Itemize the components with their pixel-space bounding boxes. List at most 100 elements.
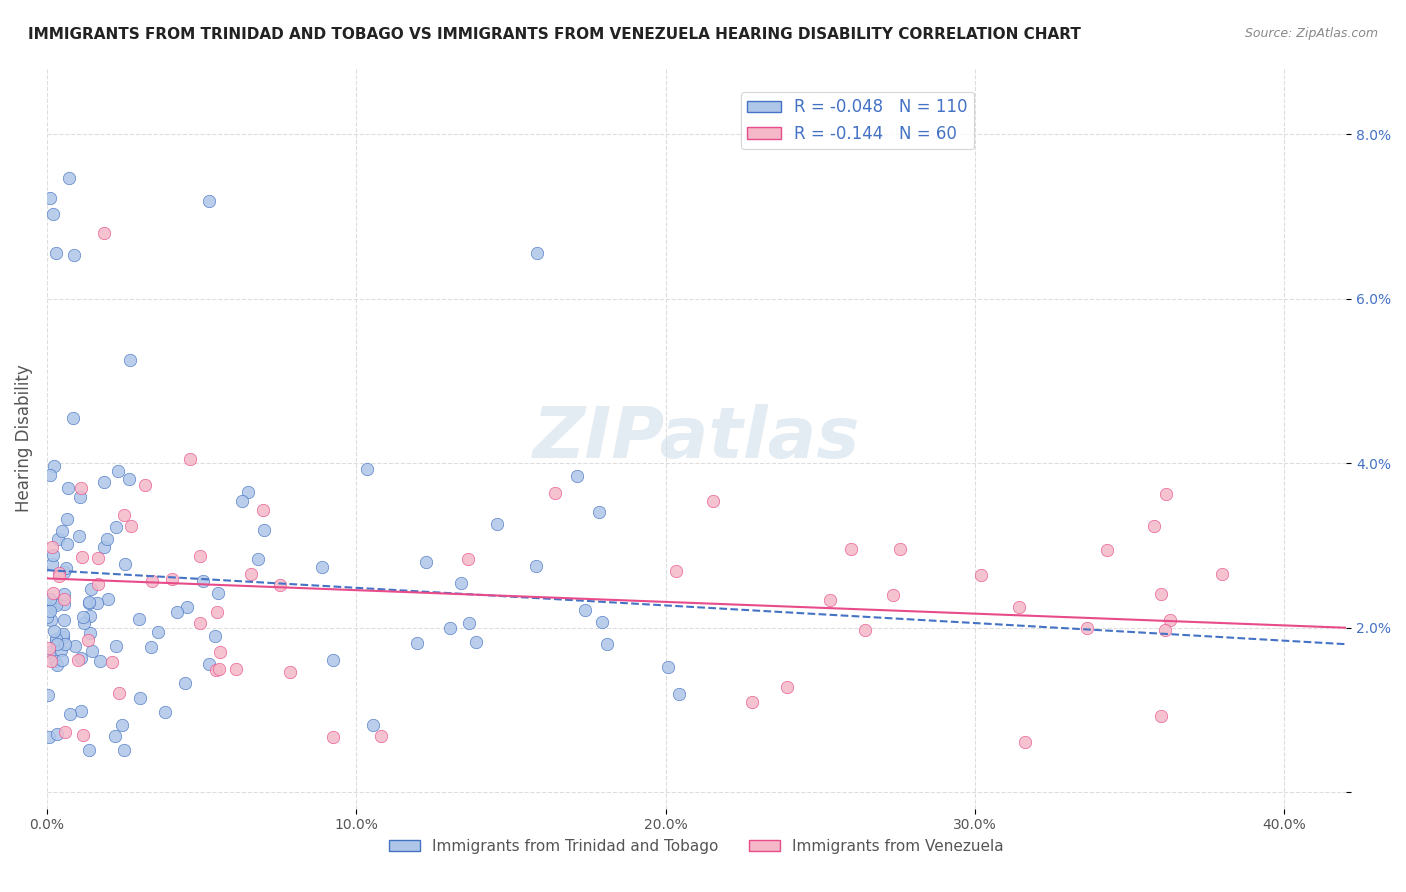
Point: [665, 565, 688, 579]
Point: [111, 717, 134, 731]
Point: [82, 644, 104, 658]
Point: [702, 493, 724, 508]
Text: Source: ZipAtlas.com: Source: ZipAtlas.com: [1244, 27, 1378, 40]
Point: [141, 640, 163, 654]
Point: [45, 246, 67, 260]
Point: [1149, 587, 1171, 601]
Point: [87, 576, 110, 591]
Point: [42, 624, 65, 638]
Point: [67, 653, 90, 667]
Point: [93, 541, 115, 555]
Point: [37, 689, 59, 703]
Point: [776, 680, 799, 694]
Point: [39, 604, 62, 618]
Point: [1154, 487, 1177, 501]
Point: [205, 605, 228, 619]
Point: [86, 596, 108, 610]
Point: [188, 615, 211, 630]
Point: [67, 529, 90, 543]
Point: [450, 576, 472, 591]
Point: [52, 592, 75, 607]
Point: [1008, 599, 1031, 614]
Point: [591, 615, 613, 630]
Point: [38, 603, 60, 617]
Point: [253, 523, 276, 537]
Point: [153, 705, 176, 719]
Point: [96, 532, 118, 546]
Point: [44, 654, 66, 668]
Point: [69, 490, 91, 504]
Point: [668, 687, 690, 701]
Point: [59, 707, 82, 722]
Point: [52, 630, 75, 644]
Point: [526, 245, 548, 260]
Point: [247, 551, 270, 566]
Point: [657, 660, 679, 674]
Point: [46, 637, 69, 651]
Point: [198, 657, 221, 671]
Point: [41, 540, 63, 554]
Point: [72, 728, 94, 742]
Point: [53, 725, 76, 739]
Text: ZIPatlas: ZIPatlas: [533, 404, 860, 473]
Point: [120, 519, 142, 533]
Point: [39, 191, 62, 205]
Point: [322, 653, 344, 667]
Point: [62, 411, 84, 425]
Point: [208, 662, 231, 676]
Point: [42, 459, 65, 474]
Point: [173, 676, 195, 690]
Point: [458, 616, 481, 631]
Y-axis label: Hearing Disability: Hearing Disability: [15, 365, 32, 513]
Point: [239, 567, 262, 582]
Point: [141, 574, 163, 588]
Point: [148, 624, 170, 639]
Point: [63, 639, 86, 653]
Point: [39, 654, 62, 668]
Point: [89, 654, 111, 668]
Point: [166, 605, 188, 619]
Point: [588, 505, 610, 519]
Point: [889, 541, 911, 556]
Point: [370, 729, 392, 743]
Point: [48, 566, 70, 581]
Point: [51, 524, 73, 538]
Point: [457, 551, 479, 566]
Point: [46, 727, 69, 741]
Point: [39, 613, 62, 627]
Point: [46, 658, 69, 673]
Point: [45, 633, 67, 648]
Point: [1076, 621, 1098, 635]
Point: [62, 248, 84, 262]
Point: [70, 704, 93, 718]
Point: [108, 686, 131, 700]
Point: [114, 557, 136, 571]
Point: [70, 651, 93, 665]
Point: [38, 597, 60, 611]
Point: [205, 663, 228, 677]
Point: [176, 600, 198, 615]
Point: [56, 512, 79, 526]
Point: [544, 486, 567, 500]
Point: [356, 462, 378, 476]
Point: [53, 587, 76, 601]
Point: [107, 464, 129, 478]
Point: [79, 626, 101, 640]
Point: [39, 468, 62, 483]
Point: [236, 484, 259, 499]
Point: [58, 170, 80, 185]
Point: [41, 206, 63, 220]
Point: [198, 194, 221, 208]
Point: [970, 568, 993, 582]
Legend: R = -0.048   N = 110, R = -0.144   N = 60: R = -0.048 N = 110, R = -0.144 N = 60: [741, 92, 974, 149]
Point: [52, 597, 75, 611]
Point: [79, 608, 101, 623]
Point: [70, 549, 93, 564]
Point: [77, 742, 100, 756]
Point: [820, 593, 842, 607]
Point: [1014, 735, 1036, 749]
Point: [225, 662, 247, 676]
Point: [44, 596, 66, 610]
Point: [38, 645, 60, 659]
Point: [574, 603, 596, 617]
